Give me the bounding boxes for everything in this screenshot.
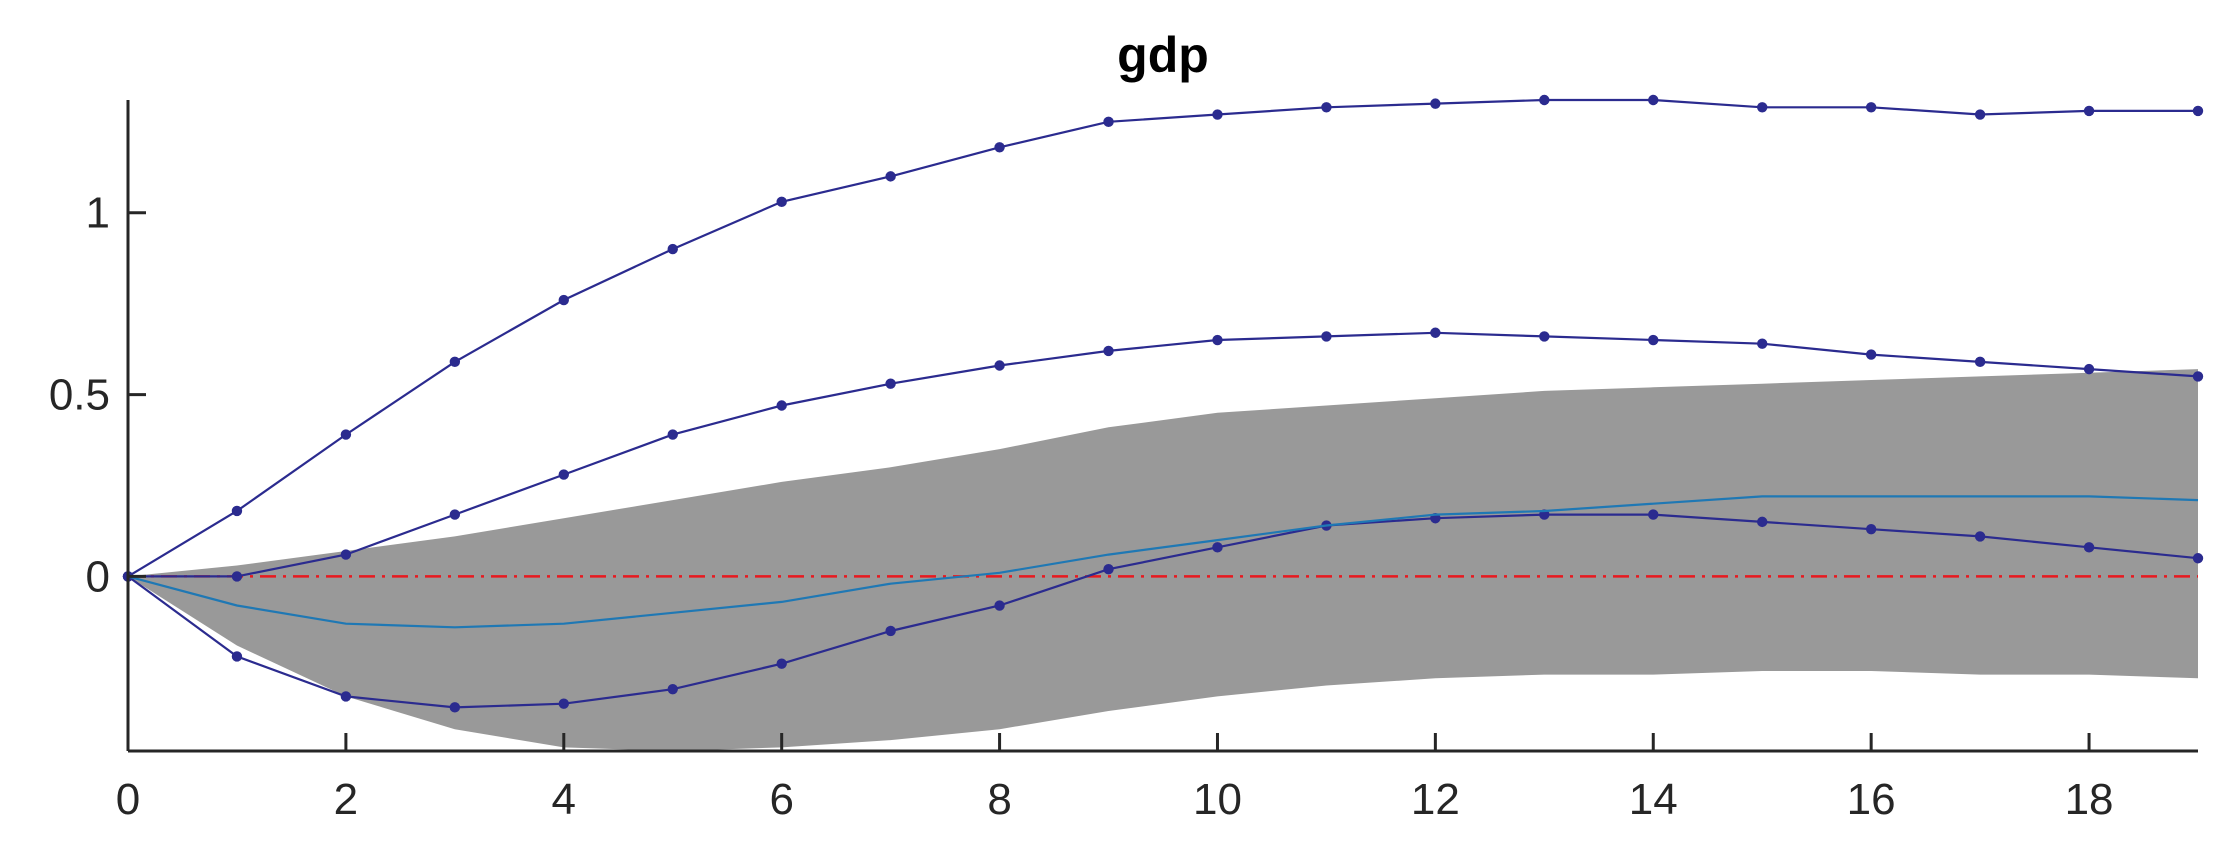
x-tick-label: 2 xyxy=(334,775,358,824)
y-tick-label: 1 xyxy=(86,189,110,238)
series-3-point xyxy=(340,691,352,702)
series-2-point xyxy=(449,509,461,520)
series-3-point xyxy=(1865,523,1877,535)
series-1-point xyxy=(776,196,787,208)
series-3-point xyxy=(2083,542,2095,553)
series-2-point xyxy=(776,400,787,411)
series-2-point xyxy=(558,469,569,480)
series-1-point xyxy=(2083,105,2095,117)
series-2-point xyxy=(1103,345,1114,357)
y-tick-label: 0.5 xyxy=(49,371,110,420)
axes-layer: 0 2 4 6 8 10 12 14 16 18 0 0.5 1 xyxy=(49,100,2198,824)
series-2-point xyxy=(1539,331,1550,342)
series-3-point xyxy=(776,658,787,669)
series-1-point xyxy=(1648,94,1659,106)
series-1-point xyxy=(1539,94,1550,106)
series-2-point xyxy=(885,378,896,389)
series-2-point xyxy=(340,549,352,560)
series-3-point xyxy=(1212,542,1223,553)
series-3-point xyxy=(1648,509,1659,520)
x-tick-label: 6 xyxy=(769,775,793,824)
series-2-point xyxy=(1757,338,1768,349)
series-1-point xyxy=(994,142,1005,153)
series-2-point xyxy=(1865,349,1877,360)
series-3-point xyxy=(885,625,896,637)
x-tick-label: 10 xyxy=(1193,775,1242,824)
confidence-band xyxy=(128,369,2198,751)
series-1-point xyxy=(667,243,678,255)
x-tick-label: 16 xyxy=(1847,775,1896,824)
series-2-point xyxy=(1430,327,1441,338)
series-2-point xyxy=(231,571,243,582)
y-tick-label: 0 xyxy=(86,552,110,601)
series-1-point xyxy=(449,356,461,368)
series-1-point xyxy=(1974,109,1986,120)
series-2-point xyxy=(2192,371,2204,382)
series-3-point xyxy=(2192,553,2204,564)
series-1-line xyxy=(127,98,2198,578)
series-1-point xyxy=(885,171,896,182)
x-tick-label: 14 xyxy=(1629,775,1678,824)
series-3-point xyxy=(449,702,461,713)
series-1-point xyxy=(558,294,569,306)
series-2-point xyxy=(994,360,1005,371)
x-tick-label: 12 xyxy=(1411,775,1460,824)
confidence-band-layer xyxy=(128,369,2198,751)
series-2-point xyxy=(1321,331,1332,342)
series-3-line xyxy=(127,513,2199,709)
x-tick-label: 4 xyxy=(552,775,576,824)
series-2-line xyxy=(128,331,2199,578)
series-3-point xyxy=(231,651,243,662)
x-tick-label: 8 xyxy=(987,775,1011,824)
series-1-point xyxy=(1103,116,1114,128)
x-tick-label: 0 xyxy=(116,775,140,824)
series-2-point xyxy=(2083,363,2095,375)
series-1-point xyxy=(2192,105,2204,117)
series-1-point xyxy=(231,505,243,517)
series-2-point xyxy=(1974,356,1986,368)
series-1-point xyxy=(340,429,352,440)
series-3-point xyxy=(1974,531,1986,542)
series-3-point xyxy=(994,600,1005,611)
series-1-point xyxy=(1757,102,1768,113)
series-2-point xyxy=(1648,334,1659,346)
series-1-point xyxy=(1212,109,1223,120)
series-3-point xyxy=(1757,516,1768,528)
x-tick-label: 18 xyxy=(2065,775,2114,824)
series-layer xyxy=(122,94,2204,713)
series-2-point xyxy=(667,429,678,440)
series-1-point xyxy=(1430,98,1441,109)
series-3-point xyxy=(558,698,569,709)
series-3-point xyxy=(667,683,678,695)
series-4-line xyxy=(127,495,2199,629)
series-2-point xyxy=(1212,334,1223,346)
chart-title: gdp xyxy=(1117,27,1209,83)
series-1-point xyxy=(1865,102,1877,113)
series-3-point xyxy=(1103,563,1114,575)
series-1-point xyxy=(1321,102,1332,113)
